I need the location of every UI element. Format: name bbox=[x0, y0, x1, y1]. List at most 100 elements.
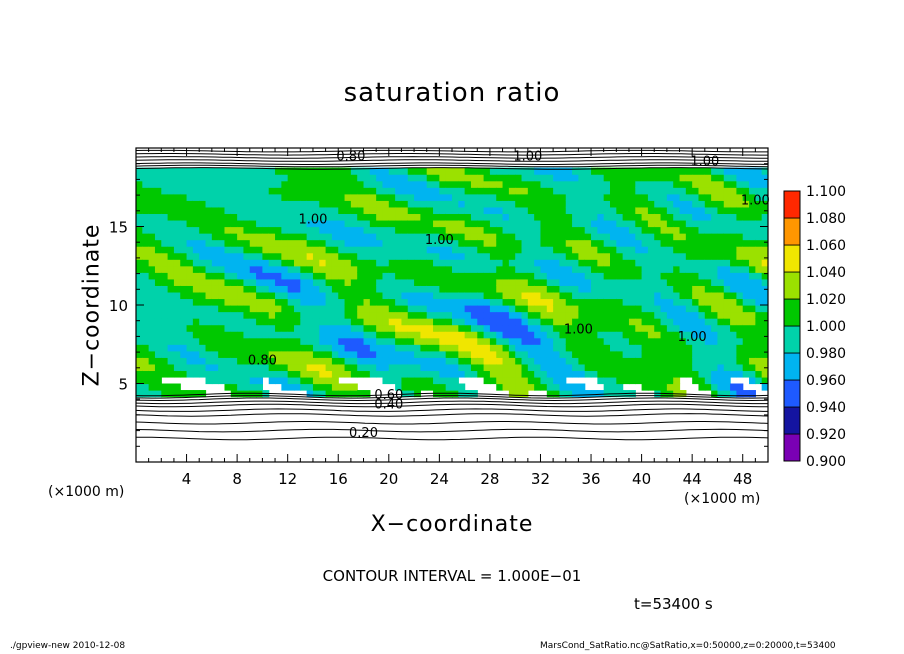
field-cell bbox=[458, 200, 466, 208]
field-cell bbox=[673, 291, 681, 300]
field-cell bbox=[243, 278, 251, 286]
field-cell bbox=[452, 291, 459, 300]
field-cell bbox=[256, 376, 263, 385]
field-cell bbox=[572, 259, 579, 267]
field-cell bbox=[199, 226, 207, 234]
field-cell bbox=[407, 272, 415, 280]
field-cell bbox=[173, 350, 181, 358]
field-cell bbox=[249, 291, 257, 300]
field-cell bbox=[350, 311, 358, 319]
field-cell bbox=[325, 370, 333, 378]
field-cell bbox=[306, 252, 314, 260]
field-cell bbox=[742, 259, 750, 267]
field-cell bbox=[325, 206, 333, 215]
field-cell bbox=[218, 233, 226, 241]
field-cell bbox=[395, 357, 403, 365]
field-cell bbox=[679, 350, 687, 358]
field-cell bbox=[464, 213, 472, 221]
field-cell bbox=[704, 213, 712, 221]
field-cell bbox=[534, 331, 542, 339]
field-cell bbox=[439, 278, 447, 286]
field-cell bbox=[218, 324, 226, 332]
field-cell bbox=[281, 285, 289, 293]
field-cell bbox=[553, 239, 561, 247]
field-cell bbox=[376, 200, 384, 208]
field-cell bbox=[224, 252, 232, 260]
field-cell bbox=[723, 180, 731, 188]
field-cell bbox=[679, 265, 687, 273]
field-cell bbox=[470, 363, 478, 372]
field-cell bbox=[249, 318, 257, 326]
field-cell bbox=[679, 337, 687, 345]
field-cell bbox=[331, 226, 339, 234]
field-cell bbox=[603, 291, 611, 300]
field-cell bbox=[300, 226, 308, 234]
field-cell bbox=[243, 370, 251, 378]
field-cell bbox=[458, 370, 466, 378]
field-cell bbox=[540, 272, 548, 280]
field-cell bbox=[755, 219, 763, 228]
field-cell bbox=[192, 259, 200, 267]
field-cell bbox=[559, 239, 567, 247]
field-cell bbox=[199, 193, 207, 201]
field-cell bbox=[502, 344, 510, 352]
field-cell bbox=[426, 200, 434, 208]
field-cell bbox=[262, 305, 270, 313]
field-cell bbox=[502, 305, 510, 313]
field-cell bbox=[287, 305, 295, 313]
field-cell bbox=[357, 167, 365, 175]
field-cell bbox=[401, 318, 409, 326]
field-cell bbox=[711, 357, 719, 365]
field-cell bbox=[635, 305, 643, 313]
field-cell bbox=[294, 357, 301, 365]
field-cell bbox=[142, 259, 150, 267]
field-cell bbox=[357, 246, 365, 254]
field-cell bbox=[704, 311, 712, 319]
field-cell bbox=[407, 298, 415, 306]
field-cell bbox=[319, 226, 327, 234]
field-cell bbox=[685, 311, 693, 319]
field-cell bbox=[369, 219, 377, 228]
field-cell bbox=[344, 167, 352, 175]
field-cell bbox=[610, 246, 617, 254]
field-cell bbox=[369, 337, 377, 345]
field-cell bbox=[167, 252, 175, 260]
field-cell bbox=[660, 376, 668, 385]
field-cell bbox=[376, 265, 384, 273]
field-cell bbox=[426, 278, 434, 286]
field-cell bbox=[641, 239, 649, 247]
field-cell bbox=[635, 180, 643, 188]
field-cell bbox=[439, 239, 447, 247]
field-cell bbox=[237, 337, 245, 345]
field-cell bbox=[591, 239, 598, 247]
field-cell bbox=[439, 200, 447, 208]
field-cell bbox=[654, 233, 662, 241]
field-cell bbox=[628, 350, 636, 358]
field-cell bbox=[647, 383, 655, 391]
field-cell bbox=[433, 272, 440, 280]
field-cell bbox=[382, 305, 390, 313]
field-cell bbox=[742, 370, 750, 378]
field-cell bbox=[591, 357, 598, 365]
field-cell bbox=[325, 357, 333, 365]
field-cell bbox=[256, 363, 263, 372]
field-cell bbox=[452, 233, 459, 241]
field-cell bbox=[692, 337, 700, 345]
field-cell bbox=[470, 291, 478, 300]
field-cell bbox=[679, 180, 687, 188]
field-cell bbox=[603, 246, 611, 254]
field-cell bbox=[654, 259, 662, 267]
field-cell bbox=[192, 344, 200, 352]
field-cell bbox=[230, 363, 238, 372]
field-cell bbox=[357, 318, 365, 326]
field-cell bbox=[470, 167, 478, 175]
field-cell bbox=[420, 200, 428, 208]
field-cell bbox=[395, 246, 403, 254]
field-cell bbox=[572, 390, 579, 398]
field-cell bbox=[395, 252, 403, 260]
field-cell bbox=[660, 298, 668, 306]
field-cell bbox=[673, 383, 681, 391]
field-cell bbox=[628, 305, 636, 313]
field-cell bbox=[673, 193, 681, 201]
